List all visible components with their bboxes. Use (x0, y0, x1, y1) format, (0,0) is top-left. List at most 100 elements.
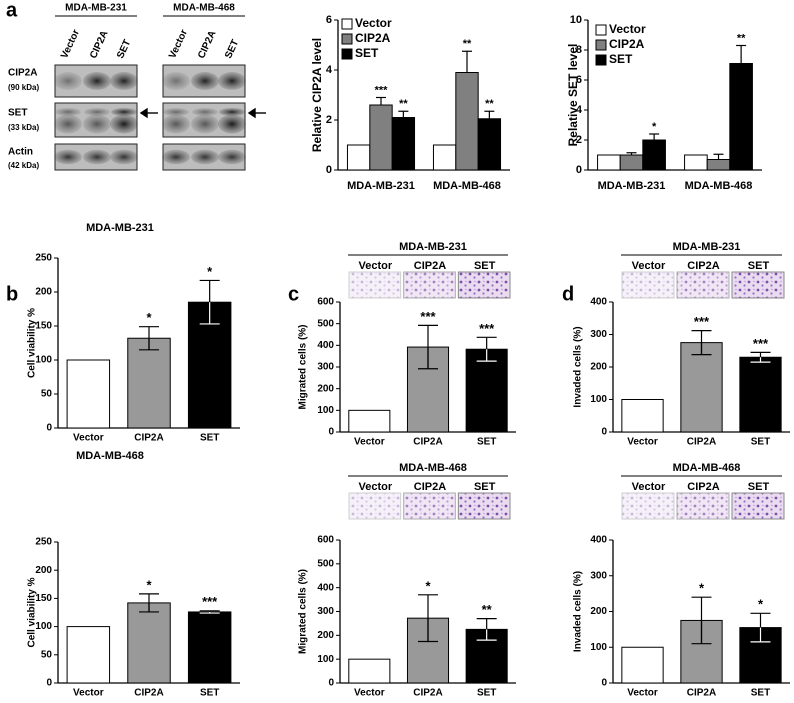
blot-band (191, 149, 219, 165)
significance: * (207, 264, 213, 279)
y-tick-label: 600 (317, 297, 334, 308)
blot-band (54, 149, 82, 165)
x-tick-label: CIP2A (134, 433, 163, 444)
bar (621, 646, 664, 684)
y-tick-label: 0 (46, 678, 52, 689)
blot-band (54, 114, 82, 134)
image-label: Vector (359, 481, 393, 493)
x-tick-label: Vector (354, 437, 385, 448)
image-label: Vector (632, 481, 666, 493)
image-label: SET (474, 481, 496, 493)
y-axis-label: Relative CIP2A level (310, 38, 324, 152)
bar (432, 144, 457, 171)
image-label: SET (748, 260, 770, 272)
error-bar (626, 152, 637, 155)
legend-label: CIP2A (609, 37, 645, 51)
y-tick-label: 150 (35, 321, 52, 332)
y-tick-label: 200 (317, 630, 334, 641)
y-tick-label: 400 (590, 535, 607, 546)
bar (391, 117, 416, 171)
micrograph (403, 492, 456, 520)
chart-title: MDA-MB-231 (86, 222, 154, 234)
group-header: MDA-MB-468 (673, 462, 741, 474)
blot-band (162, 72, 190, 90)
y-tick-label: 200 (590, 606, 607, 617)
y-tick-label: 150 (35, 593, 52, 604)
legend-swatch (341, 33, 353, 45)
significance: *** (202, 594, 218, 609)
blot-band (163, 108, 189, 116)
micrograph (731, 492, 785, 520)
y-tick-label: 100 (590, 642, 607, 653)
blot-band (162, 149, 190, 165)
x-tick-label: SET (751, 688, 770, 698)
blot-row-label: Actin (8, 147, 33, 158)
y-tick-label: 200 (35, 565, 52, 576)
image-label: CIP2A (414, 260, 446, 272)
micrograph (676, 271, 730, 299)
y-tick-label: 2 (576, 134, 582, 146)
y-tick-label: 100 (35, 621, 52, 632)
significance: ** (737, 32, 746, 44)
x-tick-label: Vector (73, 433, 104, 444)
bar (597, 154, 621, 171)
bar (348, 409, 391, 433)
legend-swatch (341, 18, 353, 30)
significance: *** (375, 84, 389, 96)
group-header: MDA-MB-468 (399, 462, 467, 474)
y-tick-label: 200 (590, 362, 607, 373)
micrograph (621, 492, 675, 520)
lane-label: SET (223, 38, 241, 60)
significance: ** (399, 98, 408, 110)
x-tick-label: MDA-MB-468 (685, 180, 753, 192)
blot-group-label: MDA-MB-468 (173, 3, 235, 14)
blot-band (111, 108, 137, 116)
y-axis-label: Cell viability % (27, 577, 38, 647)
blot-band (55, 108, 81, 116)
x-tick-label: MDA-MB-231 (347, 180, 415, 192)
panel-label: a (6, 0, 18, 21)
legend-swatch (595, 24, 607, 36)
bar (127, 337, 171, 429)
legend-swatch (341, 48, 353, 60)
bar (619, 154, 644, 171)
x-tick-label: MDA-MB-468 (433, 180, 501, 192)
y-tick-label: 500 (317, 318, 334, 329)
blot-row-label: SET (8, 108, 27, 119)
bar (187, 611, 232, 684)
legend-label: SET (609, 52, 633, 66)
blot-band (83, 114, 111, 134)
blot-row-size: (90 kDa) (8, 83, 39, 92)
y-tick-label: 400 (317, 582, 334, 593)
bar (706, 159, 731, 171)
y-tick-label: 250 (35, 537, 52, 548)
micrograph (348, 492, 402, 520)
y-axis-label: Cell viability % (27, 308, 38, 378)
x-tick-label: SET (200, 433, 219, 444)
legend-label: SET (355, 46, 379, 60)
bar (684, 154, 708, 171)
y-tick-label: 6 (326, 14, 332, 26)
blot-row-label: CIP2A (8, 68, 37, 79)
blot-group-label: MDA-MB-231 (65, 3, 127, 14)
significance: ** (482, 602, 493, 617)
micrograph (457, 271, 511, 299)
chart-title: MDA-MB-468 (76, 450, 144, 462)
y-tick-label: 0 (601, 427, 607, 438)
image-label: CIP2A (414, 481, 446, 493)
y-tick-label: 300 (590, 329, 607, 340)
y-tick-label: 10 (570, 14, 582, 26)
bar (66, 359, 111, 429)
panel-label: c (288, 283, 299, 305)
significance: ** (485, 98, 494, 110)
y-tick-label: 6 (576, 74, 582, 86)
x-tick-label: CIP2A (413, 437, 442, 448)
lane-label: Vector (167, 28, 190, 60)
y-tick-label: 300 (317, 362, 334, 373)
legend-label: Vector (609, 22, 646, 36)
micrograph (403, 271, 456, 299)
bar (729, 63, 753, 171)
image-label: CIP2A (687, 260, 719, 272)
lane-label: SET (115, 38, 133, 60)
blot-band (218, 114, 246, 134)
